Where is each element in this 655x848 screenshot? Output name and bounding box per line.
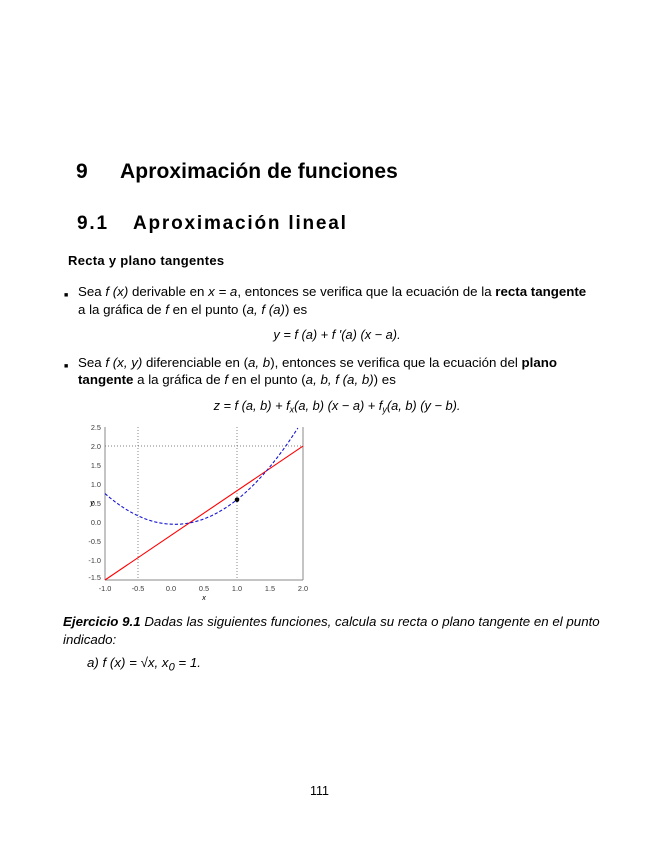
- svg-text:x: x: [201, 593, 206, 602]
- svg-text:1.5: 1.5: [91, 461, 101, 470]
- svg-text:-1.5: -1.5: [88, 573, 101, 582]
- svg-text:0.5: 0.5: [199, 584, 209, 593]
- svg-text:2.0: 2.0: [91, 442, 101, 451]
- svg-text:1.5: 1.5: [265, 584, 275, 593]
- svg-text:0.0: 0.0: [91, 518, 101, 527]
- svg-text:-1.0: -1.0: [99, 584, 112, 593]
- svg-text:-1.0: -1.0: [88, 556, 101, 565]
- svg-text:0.0: 0.0: [166, 584, 176, 593]
- svg-text:1.0: 1.0: [91, 480, 101, 489]
- svg-text:-0.5: -0.5: [88, 537, 101, 546]
- svg-text:1.0: 1.0: [232, 584, 242, 593]
- svg-text:2.0: 2.0: [298, 584, 308, 593]
- svg-text:2.5: 2.5: [91, 423, 101, 432]
- svg-text:-0.5: -0.5: [132, 584, 145, 593]
